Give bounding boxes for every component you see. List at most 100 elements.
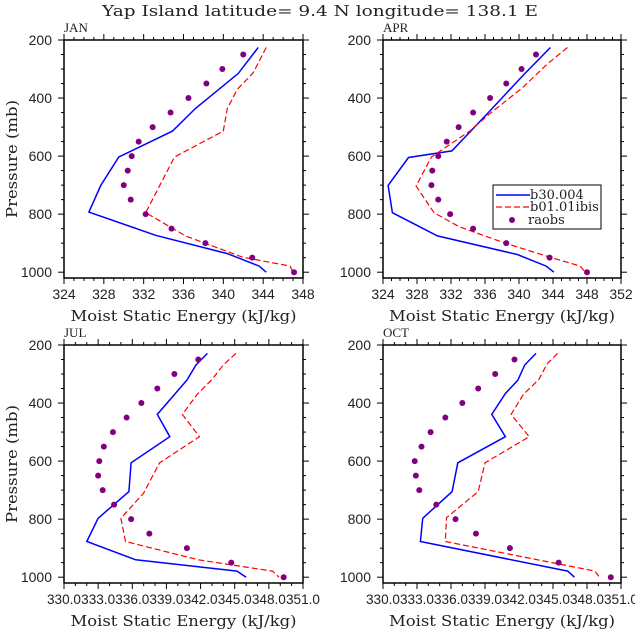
raobs-point	[472, 530, 479, 537]
x-tick-label: 328	[92, 286, 116, 302]
raobs-point	[135, 138, 142, 145]
raobs-point	[138, 400, 145, 407]
raobs-point	[492, 371, 499, 378]
x-tick-label: 333.0	[81, 591, 115, 607]
raobs-point	[452, 516, 459, 523]
raobs-point	[149, 124, 156, 131]
raobs-point	[533, 51, 539, 58]
raobs-point	[128, 516, 135, 523]
x-tick-label: 336.0	[434, 591, 468, 607]
raobs-point	[418, 443, 425, 450]
x-tick-label: 348.0	[570, 591, 604, 607]
y-tick-label: 200	[29, 337, 53, 353]
raobs-point	[219, 66, 226, 73]
raobs-point	[146, 530, 153, 537]
raobs-point	[427, 429, 434, 436]
raobs-point	[142, 211, 149, 218]
y-tick-label: 1000	[21, 569, 52, 585]
raobs-point	[435, 196, 442, 203]
y-tick-label: 1000	[21, 264, 52, 280]
raobs-point	[455, 124, 462, 131]
x-tick-label: 324	[52, 286, 76, 302]
y-tick-label: 600	[348, 453, 372, 469]
series-b01-01ibis-line	[120, 352, 280, 578]
x-tick-label: 345.0	[536, 591, 570, 607]
panel-jul: JUL 330.0 333.0 336.0 339.0 342.0 345.0 348.0 35…	[3, 325, 320, 629]
x-tick-label: 328	[405, 286, 429, 302]
y-tick-label: 800	[29, 511, 53, 527]
legend-label-raobs: raobs	[528, 213, 565, 228]
raobs-point	[111, 501, 118, 508]
panel-apr: APR 324 328 332 336 340 344 348 352 200 400 600 800 1…	[340, 20, 633, 325]
raobs-point	[280, 574, 287, 581]
raobs-point	[459, 400, 466, 407]
raobs-point	[503, 240, 510, 247]
y-tick-label: 400	[29, 90, 53, 106]
raobs-point	[411, 458, 418, 465]
raobs-point	[412, 472, 419, 479]
x-tick-label: 336.0	[115, 591, 149, 607]
x-tick-label: 348	[291, 286, 315, 302]
series-b30-004-line	[419, 352, 576, 578]
x-tick-label: 345.0	[218, 591, 252, 607]
raobs-point	[124, 167, 131, 174]
x-axis-title: Moist Static Energy (kJ/kg)	[389, 307, 615, 325]
raobs-point	[100, 443, 107, 450]
raobs-point	[127, 196, 134, 203]
series-b30-004-line	[85, 352, 247, 578]
plot-frame	[382, 39, 622, 279]
raobs-point	[470, 225, 477, 232]
panel-label: JAN	[64, 20, 88, 35]
panel-label: JUL	[64, 325, 86, 340]
plot-frame	[63, 344, 304, 584]
y-tick-label: 600	[29, 453, 53, 469]
x-tick-label: 324	[371, 286, 395, 302]
x-tick-label: 344	[251, 286, 275, 302]
raobs-point	[546, 254, 553, 261]
raobs-point	[203, 80, 210, 87]
raobs-point	[99, 487, 106, 494]
raobs-point	[506, 545, 513, 552]
x-tick-label: 344	[541, 286, 565, 302]
panel-jan: JAN 324 328 332 336 340 344 348 200 400 600 800 1000…	[3, 20, 315, 325]
raobs-point	[475, 385, 482, 392]
series-b01-01ibis-line	[444, 352, 600, 578]
raobs-point	[470, 109, 477, 116]
y-tick-label: 400	[29, 395, 53, 411]
raobs-point	[183, 545, 190, 552]
raobs-point	[123, 414, 130, 421]
x-axis-title: Moist Static Energy (kJ/kg)	[71, 612, 297, 629]
raobs-point	[442, 414, 449, 421]
panel-label: OCT	[383, 325, 409, 340]
raobs-point	[249, 254, 256, 261]
raobs-point	[109, 429, 116, 436]
y-tick-label: 600	[348, 148, 372, 164]
raobs-point	[228, 559, 235, 566]
panel-label: APR	[383, 20, 409, 35]
legend-label-b30-004: b30.004	[530, 188, 584, 203]
y-tick-label: 400	[348, 395, 372, 411]
x-tick-label: 332	[439, 286, 463, 302]
y-axis-title: Pressure (mb)	[3, 405, 21, 523]
raobs-point	[487, 95, 494, 102]
x-tick-label: 339.0	[149, 591, 183, 607]
series-b01-01ibis-line	[415, 47, 586, 273]
raobs-point	[555, 559, 562, 566]
raobs-point	[428, 182, 435, 189]
y-tick-label: 600	[29, 148, 53, 164]
plot-frame	[382, 344, 622, 584]
y-axis-title: Pressure (mb)	[3, 100, 21, 218]
raobs-point	[518, 66, 525, 73]
raobs-point	[584, 269, 590, 276]
raobs-point	[202, 240, 209, 247]
raobs-point	[511, 356, 518, 363]
raobs-point	[168, 225, 175, 232]
raobs-point	[607, 574, 614, 581]
x-tick-label: 342.0	[184, 591, 218, 607]
x-tick-label: 332	[132, 286, 156, 302]
legend-label-b01-01ibis: b01.01ibis	[530, 200, 599, 215]
raobs-point	[447, 211, 454, 218]
raobs-point	[435, 153, 442, 160]
